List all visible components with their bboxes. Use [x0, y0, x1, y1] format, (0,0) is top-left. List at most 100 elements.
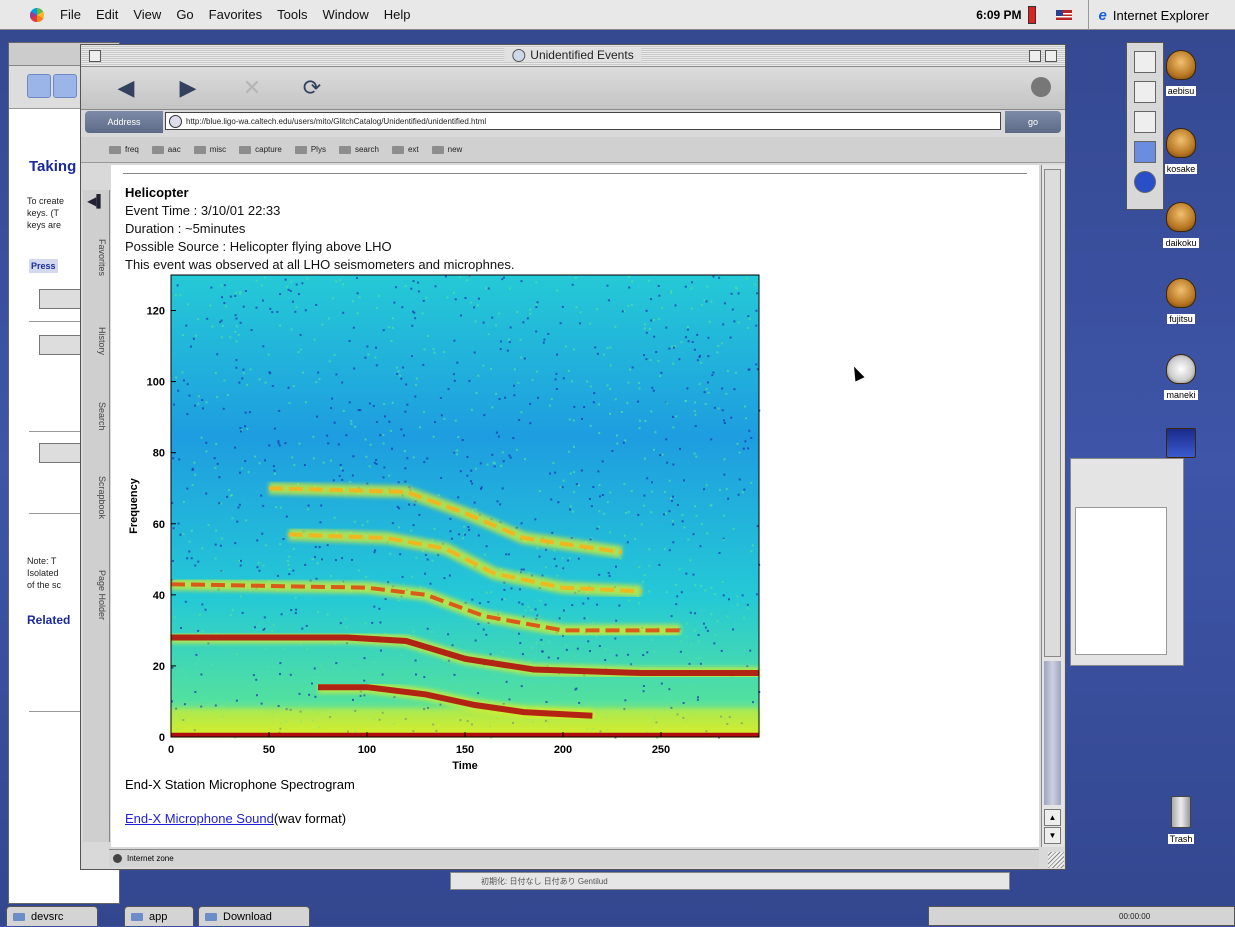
task-app[interactable]: app	[124, 906, 194, 926]
go-button[interactable]: go	[1005, 111, 1061, 133]
heatmap-noise-cell	[220, 319, 223, 322]
back-icon[interactable]	[27, 74, 51, 98]
heatmap-noise-cell	[642, 685, 645, 687]
tab-history[interactable]: History	[97, 326, 107, 355]
favorite-ext[interactable]: ext	[391, 145, 419, 154]
heatmap-noise-cell	[719, 489, 721, 491]
zoom-box-icon[interactable]	[1029, 50, 1041, 62]
favorite-aac[interactable]: aac	[151, 145, 181, 154]
stop-icon[interactable]: ✕	[242, 75, 262, 100]
heatmap-noise-cell	[508, 698, 511, 701]
menu-favorites[interactable]: Favorites	[208, 7, 263, 22]
favorite-plys[interactable]: Plys	[294, 145, 326, 154]
heatmap-noise-cell	[235, 340, 238, 343]
heatmap-noise-cell	[723, 422, 726, 424]
background-dialog-window[interactable]	[1070, 458, 1184, 666]
application-menu[interactable]: e Internet Explorer	[1087, 0, 1235, 30]
heatmap-noise-cell	[628, 286, 631, 289]
heatmap-noise-cell	[501, 487, 504, 490]
plot-area	[170, 275, 761, 739]
heatmap-noise-cell	[220, 502, 222, 505]
menu-help[interactable]: Help	[383, 7, 411, 22]
desktop-icon-app[interactable]	[1156, 428, 1206, 461]
heatmap-noise-cell	[535, 306, 538, 309]
scroll-down-icon[interactable]: ▼	[1044, 827, 1061, 844]
desktop-icon-aebisu[interactable]: aebisu	[1156, 50, 1206, 97]
palette-button-5[interactable]	[1134, 171, 1156, 193]
menu-go[interactable]: Go	[176, 7, 194, 22]
throbber-icon[interactable]	[1031, 77, 1051, 97]
heatmap-noise-cell	[735, 681, 738, 684]
heatmap-noise-cell	[637, 602, 640, 605]
heatmap-noise-cell	[393, 301, 396, 304]
menu-view[interactable]: View	[133, 7, 162, 22]
menu-file[interactable]: File	[60, 7, 81, 22]
heatmap-noise-cell	[717, 407, 720, 410]
resize-handle-icon[interactable]	[1048, 852, 1064, 868]
heatmap-noise-cell	[383, 403, 386, 405]
favorite-capture[interactable]: capture	[239, 145, 282, 154]
heatmap-noise-cell	[180, 627, 182, 629]
heatmap-noise-cell	[477, 374, 480, 377]
forward-arrow-icon[interactable]: ▶	[179, 75, 197, 100]
heatmap-noise-cell	[509, 326, 512, 329]
vertical-scrollbar[interactable]: ▲ ▼	[1041, 165, 1064, 847]
forward-icon[interactable]	[53, 74, 77, 98]
palette-button-3[interactable]	[1134, 111, 1156, 133]
desktop-icon-maneki[interactable]: maneki	[1156, 354, 1206, 401]
tab-favorites[interactable]: Favorites	[97, 239, 107, 277]
heatmap-noise-cell	[214, 704, 217, 707]
heatmap-noise-cell	[278, 409, 281, 412]
heatmap-noise-cell	[191, 467, 194, 470]
collapse-box-icon[interactable]	[1045, 50, 1057, 62]
close-box-icon[interactable]	[89, 50, 101, 62]
heatmap-noise-cell	[279, 543, 282, 546]
address-input[interactable]: http://blue.ligo-wa.caltech.edu/users/mi…	[165, 112, 1001, 130]
tab-search[interactable]: Search	[97, 401, 107, 431]
heatmap-noise-cell	[213, 457, 216, 460]
launcher-palette[interactable]	[1126, 42, 1164, 210]
heatmap-noise-cell	[508, 338, 510, 341]
desktop-icon-kosake[interactable]: kosake	[1156, 128, 1206, 175]
scrollbar-thumb[interactable]	[1044, 169, 1061, 657]
background-press-label: Press	[29, 259, 58, 273]
tab-page-holder[interactable]: Page Holder	[97, 569, 107, 621]
favorite-search[interactable]: search	[338, 145, 379, 154]
heatmap-noise-cell	[684, 400, 687, 403]
desktop-icon-fujitsu[interactable]: fujitsu	[1156, 278, 1206, 325]
refresh-icon[interactable]: ⟳	[302, 75, 322, 100]
heatmap-noise-cell	[679, 447, 681, 450]
internet-explorer-palette-icon[interactable]	[1134, 141, 1156, 163]
heatmap-noise-cell	[357, 409, 360, 411]
explorer-bar-toggle-icon[interactable]: ◀▌	[87, 194, 105, 208]
menu-edit[interactable]: Edit	[95, 7, 119, 22]
heatmap-noise-cell	[266, 678, 269, 681]
palette-button-2[interactable]	[1134, 81, 1156, 103]
palette-button-1[interactable]	[1134, 51, 1156, 73]
task-devsrc[interactable]: devsrc	[6, 906, 98, 926]
heatmap-noise-cell	[216, 396, 219, 398]
favorite-new[interactable]: new	[431, 145, 462, 154]
control-strip[interactable]: 00:00:00	[928, 906, 1235, 926]
desktop-icon-trash[interactable]: Trash	[1156, 796, 1206, 845]
menubar-clock[interactable]: 6:09 PM	[976, 8, 1022, 22]
favorite-freq[interactable]: freq	[109, 145, 139, 154]
favorite-misc[interactable]: misc	[193, 145, 226, 154]
menu-window[interactable]: Window	[322, 7, 369, 22]
back-arrow-icon[interactable]: ◀	[117, 75, 135, 100]
keyboard-flag-icon[interactable]	[1055, 10, 1072, 20]
scroll-up-icon[interactable]: ▲	[1044, 809, 1061, 826]
apple-menu-icon[interactable]	[30, 7, 44, 22]
scrollbar-track[interactable]	[1044, 661, 1061, 805]
heatmap-noise-cell	[287, 386, 290, 389]
menu-tools[interactable]: Tools	[277, 7, 308, 22]
task-download[interactable]: Download	[198, 906, 310, 926]
heatmap-noise-cell	[244, 460, 247, 463]
heatmap-noise-cell	[665, 438, 668, 441]
microphone-sound-link[interactable]: End-X Microphone Sound	[125, 811, 274, 826]
window-titlebar[interactable]: Unidentified Events	[81, 45, 1065, 67]
tab-scrapbook[interactable]: Scrapbook	[97, 476, 107, 520]
heatmap-noise-cell	[694, 612, 697, 615]
battery-icon[interactable]	[1027, 6, 1036, 24]
desktop-icon-daikoku[interactable]: daikoku	[1156, 202, 1206, 249]
